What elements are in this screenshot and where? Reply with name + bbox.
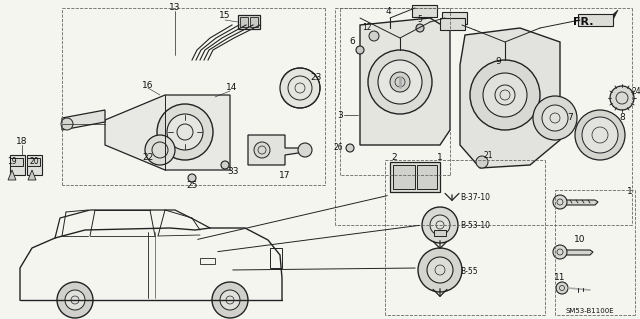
Polygon shape: [564, 250, 593, 255]
Circle shape: [212, 282, 248, 318]
Bar: [440, 18, 465, 30]
Text: SM53-B1100E: SM53-B1100E: [566, 308, 614, 314]
Polygon shape: [360, 18, 450, 145]
Bar: [240, 17, 248, 27]
Circle shape: [167, 114, 203, 150]
Circle shape: [483, 73, 527, 117]
Circle shape: [427, 257, 453, 283]
Bar: [393, 165, 415, 189]
Circle shape: [356, 46, 364, 54]
Text: 20: 20: [29, 158, 39, 167]
Text: B-53-10: B-53-10: [460, 220, 490, 229]
Circle shape: [254, 142, 270, 158]
Circle shape: [368, 50, 432, 114]
Circle shape: [476, 156, 488, 168]
Circle shape: [610, 86, 634, 110]
Bar: [27, 155, 42, 175]
Circle shape: [582, 117, 618, 153]
Polygon shape: [564, 200, 598, 205]
Bar: [442, 12, 467, 24]
Text: 22: 22: [142, 153, 154, 162]
Circle shape: [221, 161, 229, 169]
Bar: [434, 230, 446, 236]
Text: 10: 10: [574, 235, 586, 244]
Polygon shape: [28, 170, 36, 180]
Circle shape: [188, 174, 196, 182]
Bar: [238, 15, 260, 29]
Circle shape: [220, 290, 240, 310]
Circle shape: [416, 24, 424, 32]
Text: 1: 1: [627, 188, 633, 197]
Circle shape: [422, 207, 458, 243]
Circle shape: [553, 195, 567, 209]
Bar: [412, 5, 437, 17]
Text: 26: 26: [333, 144, 343, 152]
Bar: [270, 248, 282, 268]
Circle shape: [430, 215, 450, 235]
Text: 5: 5: [417, 16, 422, 25]
Bar: [200, 258, 215, 264]
Circle shape: [145, 135, 175, 165]
Circle shape: [470, 60, 540, 130]
Polygon shape: [460, 28, 560, 168]
Circle shape: [378, 60, 422, 104]
Text: 17: 17: [279, 170, 291, 180]
Text: 15: 15: [220, 11, 231, 20]
Text: 8: 8: [619, 114, 625, 122]
Polygon shape: [600, 10, 618, 26]
Circle shape: [553, 245, 567, 259]
Polygon shape: [8, 170, 16, 180]
Circle shape: [369, 31, 379, 41]
Text: B-55: B-55: [460, 268, 477, 277]
Text: 12: 12: [362, 24, 372, 33]
Polygon shape: [248, 135, 305, 165]
Text: 2: 2: [391, 153, 397, 162]
Circle shape: [61, 118, 73, 130]
Bar: [250, 17, 258, 27]
Circle shape: [346, 144, 354, 152]
Text: B-37-10: B-37-10: [460, 194, 490, 203]
Bar: [27, 158, 40, 166]
Polygon shape: [105, 95, 230, 170]
Circle shape: [65, 290, 85, 310]
Bar: [10, 155, 25, 175]
Bar: [10, 158, 23, 166]
Circle shape: [418, 248, 462, 292]
Text: 6: 6: [349, 38, 355, 47]
Circle shape: [157, 104, 213, 160]
Circle shape: [57, 282, 93, 318]
Bar: [578, 14, 613, 26]
Text: 18: 18: [16, 137, 28, 146]
Text: 19: 19: [7, 158, 17, 167]
Bar: [417, 165, 437, 189]
Text: 9: 9: [495, 57, 501, 66]
Circle shape: [280, 68, 320, 108]
Bar: [390, 162, 440, 192]
Text: 7: 7: [567, 114, 573, 122]
Circle shape: [542, 105, 568, 131]
Polygon shape: [62, 110, 105, 130]
Circle shape: [533, 96, 577, 140]
Text: 13: 13: [169, 3, 180, 11]
Circle shape: [556, 282, 568, 294]
Text: 16: 16: [142, 80, 154, 90]
Text: 11: 11: [554, 273, 566, 283]
Text: 23: 23: [310, 73, 322, 83]
Circle shape: [298, 143, 312, 157]
Text: 14: 14: [227, 84, 237, 93]
Text: 25: 25: [186, 182, 198, 190]
Text: FR.: FR.: [573, 17, 594, 27]
Text: 21: 21: [483, 151, 493, 160]
Text: 4: 4: [385, 8, 391, 17]
Text: 3: 3: [337, 110, 343, 120]
Circle shape: [575, 110, 625, 160]
Text: 24: 24: [631, 87, 640, 97]
Circle shape: [390, 72, 410, 92]
Text: 1: 1: [437, 153, 443, 162]
Text: 33: 33: [227, 167, 239, 176]
